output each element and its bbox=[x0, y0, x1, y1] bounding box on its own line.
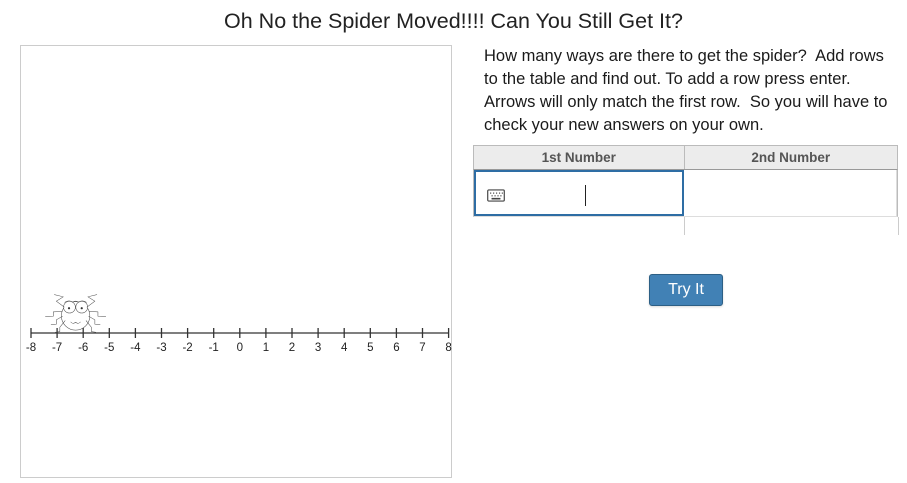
svg-text:-5: -5 bbox=[104, 342, 114, 354]
svg-text:0: 0 bbox=[237, 342, 243, 354]
svg-text:-3: -3 bbox=[156, 342, 166, 354]
svg-text:3: 3 bbox=[315, 342, 321, 354]
svg-text:5: 5 bbox=[367, 342, 373, 354]
svg-text:6: 6 bbox=[393, 342, 399, 354]
svg-text:-2: -2 bbox=[182, 342, 192, 354]
svg-text:8: 8 bbox=[445, 342, 451, 354]
svg-text:7: 7 bbox=[419, 342, 425, 354]
svg-text:-4: -4 bbox=[130, 342, 141, 354]
svg-text:-8: -8 bbox=[26, 342, 36, 354]
svg-text:-7: -7 bbox=[52, 342, 62, 354]
svg-text:-6: -6 bbox=[78, 342, 88, 354]
svg-text:4: 4 bbox=[341, 342, 348, 354]
svg-text:2: 2 bbox=[289, 342, 295, 354]
svg-text:1: 1 bbox=[263, 342, 269, 354]
svg-text:-1: -1 bbox=[209, 342, 219, 354]
